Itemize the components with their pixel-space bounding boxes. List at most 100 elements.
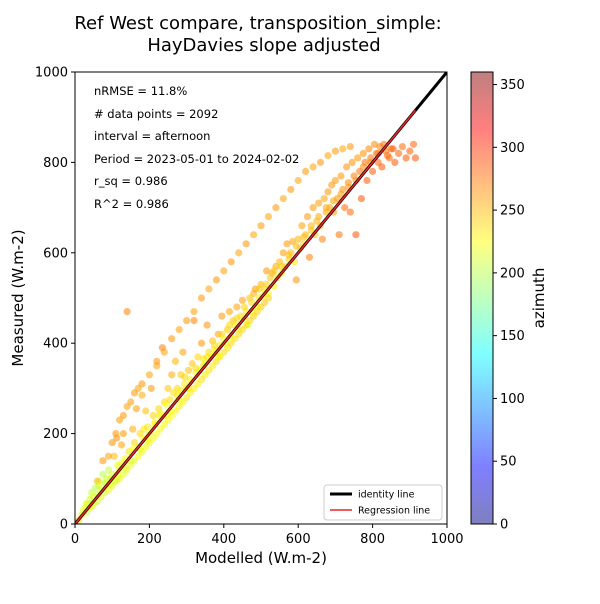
data-point [329,197,338,205]
data-point [264,294,272,302]
colorbar-label: azimuth [530,268,548,329]
data-point [132,405,140,413]
y-axis-label: Measured (W.m-2) [9,229,27,366]
y-tick-label: 600 [43,246,68,261]
data-point [168,371,176,379]
data-point [369,167,377,175]
colorbar-gradient [471,72,493,524]
data-point [398,143,406,151]
data-point [339,145,347,153]
data-point [409,140,418,148]
colorbar-tick-label: 50 [500,455,517,470]
x-tick-label: 1000 [430,532,463,547]
data-point [235,249,243,257]
data-point [227,258,235,266]
data-point [294,176,302,185]
data-point [210,341,219,350]
data-point [287,185,295,194]
data-point [171,357,179,365]
data-point [337,172,345,180]
colorbar: 0 50 100 150 200 250 300 350 azimuth [470,71,548,533]
data-point [218,312,226,320]
data-point [192,364,200,372]
data-point [324,188,332,196]
data-point [292,242,300,250]
y-tick-label: 400 [43,337,68,352]
data-point [194,353,202,361]
data-point [315,213,323,221]
data-point [147,384,155,392]
data-point [218,330,226,338]
data-point [190,308,198,316]
data-point [212,276,220,284]
data-point [406,147,414,155]
y-tick-label: 1000 [35,66,68,81]
data-point [348,158,356,166]
data-point [370,140,379,148]
data-point [263,267,271,275]
data-point [279,249,287,257]
data-point [359,149,367,157]
data-point [190,317,198,325]
data-point [119,430,127,438]
data-point [82,500,90,508]
data-point [197,294,206,302]
data-point [320,195,328,203]
data-point [343,163,351,171]
legend-identity-label: identity line [358,490,415,501]
data-point [389,145,397,153]
data-point [248,298,256,307]
data-point [307,222,315,230]
data-point [183,317,191,325]
data-point [285,251,293,259]
colorbar-tick-label: 150 [500,329,525,344]
data-point [104,452,113,460]
data-point [129,425,137,433]
data-point [298,222,306,230]
data-point [341,204,349,212]
data-point [168,335,176,343]
data-point [363,176,371,185]
data-point [123,308,131,316]
data-point [214,353,222,361]
data-point [179,348,187,356]
data-point [250,231,258,239]
data-point [238,296,246,304]
data-point [294,235,302,243]
data-point [302,167,310,175]
data-point [411,154,419,162]
data-point [315,199,323,207]
data-point [119,411,127,420]
x-tick-label: 0 [71,532,79,547]
data-point [272,204,280,212]
data-point [155,411,163,420]
data-point [346,208,354,216]
data-point [257,222,265,230]
colorbar-tick-label: 350 [500,78,525,93]
x-tick-label: 200 [137,532,162,547]
data-point [203,321,211,329]
colorbar-tick-label: 250 [500,204,525,219]
data-point [263,280,271,288]
annotation-r2: R^2 = 0.986 [94,197,169,211]
colorbar-ticks: 0 50 100 150 200 250 300 350 [493,78,525,533]
data-point [149,411,157,420]
annotation-data-points: # data points = 2092 [94,107,218,121]
data-point [142,407,150,415]
data-point [233,314,241,322]
legend: identity line Regression line [323,484,443,521]
annotation-nrmse: nRMSE = 11.8% [94,84,187,98]
data-point [318,235,326,243]
data-point [346,143,354,151]
data-point [197,339,206,347]
stats-annotations: nRMSE = 11.8% # data points = 2092 inter… [94,84,299,211]
x-tick-label: 400 [211,532,236,547]
data-point [127,398,135,406]
colorbar-tick-label: 100 [500,392,525,407]
data-point [264,213,272,221]
data-point [322,204,330,212]
x-tick-label: 600 [286,532,311,547]
annotation-period: Period = 2023-05-01 to 2024-02-02 [94,152,299,166]
y-tick-label: 0 [60,518,68,533]
data-point [138,391,146,399]
